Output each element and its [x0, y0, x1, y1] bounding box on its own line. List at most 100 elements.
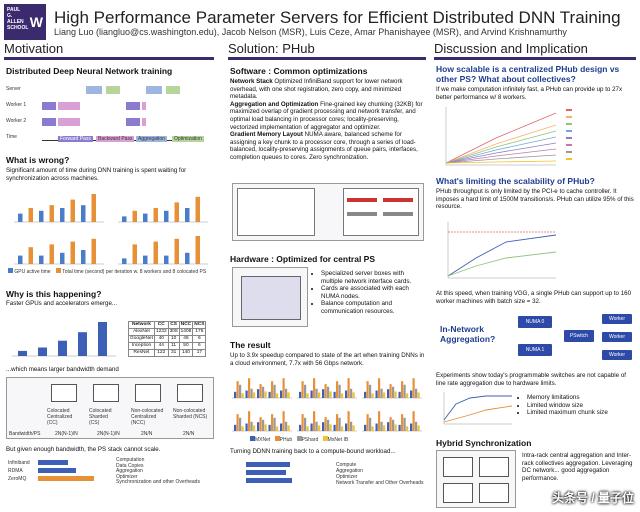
res-legend-item: MxNet IB	[327, 437, 349, 443]
gpu-bar	[164, 210, 169, 222]
table-header: Network	[128, 321, 155, 329]
speedup-bar	[257, 422, 260, 431]
col2-p3: Up to 3.9x speedup compared to state of …	[230, 352, 425, 367]
gpu-time-bar-charts	[14, 194, 208, 265]
speedup-bar	[371, 426, 374, 431]
table-cell: 45	[178, 335, 194, 343]
scalability-line-chart	[445, 107, 572, 166]
gpu-bar	[185, 252, 190, 264]
speedup-bar	[387, 422, 390, 431]
gpu-bar	[39, 210, 44, 222]
table-cell: 1232	[153, 328, 169, 336]
gpu-bar	[39, 255, 44, 264]
speedup-bar	[268, 391, 271, 398]
scale-legend-swatch	[566, 158, 572, 160]
opt-aggregation-text: Fine-grained key chunking (32KB) for max…	[230, 100, 423, 131]
table-header: CC	[153, 321, 169, 329]
fwd-block	[42, 102, 56, 110]
speedup-bar	[403, 417, 406, 431]
gpu-bar	[70, 199, 75, 222]
legend-swatch	[296, 436, 302, 441]
pcie-chart	[436, 218, 634, 286]
speedup-bar	[236, 414, 239, 431]
speedup-bar	[327, 386, 330, 398]
throughput-line	[447, 234, 557, 277]
speedup-bar	[259, 417, 262, 431]
legend-forward: Forward Pass	[58, 136, 93, 142]
legend-total-time: Total time (second) per iteration w. 8 w…	[62, 269, 207, 275]
speedup-bar	[341, 426, 344, 431]
scale-legend-swatch	[566, 144, 572, 146]
bw-value: 2N(N-1)/N	[97, 431, 120, 437]
speedup-bar	[310, 423, 313, 431]
throughput-bar	[18, 350, 27, 356]
worker-node: Worker	[602, 350, 632, 360]
row-label: Worker 1	[6, 102, 27, 108]
w-logo-mark: W	[29, 14, 43, 30]
speedup-bar	[389, 384, 392, 398]
speedup-bar	[315, 421, 318, 431]
speedup-bar	[392, 386, 395, 398]
col2-h2: Hardware : Optimized for central PS	[230, 254, 376, 264]
speedup-bar	[366, 414, 369, 431]
table-cell: 6	[192, 342, 207, 350]
legend-swatch	[274, 436, 280, 441]
gpu-bar	[18, 255, 23, 264]
speedup-bar	[234, 391, 237, 398]
speedup-bar	[271, 414, 274, 431]
scale-legend-swatch	[566, 109, 572, 111]
speedup-bar	[241, 393, 244, 398]
col1-p5: But given enough bandwidth, the PS stack…	[6, 446, 161, 453]
table-cell: 17	[192, 349, 207, 357]
scale-line	[445, 154, 557, 164]
speedup-bar	[259, 384, 262, 398]
res-legend-item: PHub	[279, 437, 293, 443]
table-header: NCS	[192, 321, 207, 329]
speedup-bar	[403, 384, 406, 398]
col1-h3: Why is this happening?	[6, 289, 102, 299]
ps-legend-item: Computation	[116, 457, 145, 463]
bwd-block	[58, 118, 80, 126]
speedup-bar	[371, 393, 374, 398]
speedup-bar	[412, 378, 415, 398]
speedup-bar	[398, 424, 401, 431]
agg-block	[86, 86, 102, 94]
legend-swatch	[8, 268, 13, 273]
speedup-bar	[415, 388, 418, 398]
hw-bullet: Cards are associated with each NUMA node…	[321, 285, 426, 300]
ps-row-label: ZeroMQ	[8, 476, 27, 482]
cb-bar	[246, 470, 286, 475]
ps-row-label: RDMA	[8, 468, 23, 474]
rack-box	[479, 457, 509, 477]
cb-bar	[246, 478, 292, 483]
speedup-bar	[406, 393, 409, 398]
timeline-diagram: Server Worker 1 Worker 2 Time Forward Pa…	[6, 78, 214, 150]
motivation-title: Motivation	[4, 41, 64, 56]
gpu-bar	[122, 258, 127, 264]
queue-red	[383, 198, 413, 202]
table-row: GoogleNet 40 10 45 6	[128, 335, 207, 343]
speedup-bar	[315, 388, 318, 398]
phub-hardware-diagram	[232, 267, 308, 327]
speedup-bar	[304, 384, 307, 398]
table-row: ResNet 122 31 140 17	[128, 349, 207, 357]
speedup-bar	[280, 423, 283, 431]
watermark: 头条号 / 量子位	[551, 491, 634, 505]
speedup-bar	[282, 411, 285, 431]
res-legend-item: MXNet	[255, 437, 271, 443]
bandwidth-table-grid: Network CC CS NCC NCS AlexNet 1232 308 1408 176 Go…	[128, 321, 207, 357]
cb-legend-item: Aggregation	[336, 468, 363, 474]
speedup-bar	[250, 421, 253, 431]
speedup-bar	[417, 392, 420, 398]
table-cell: Inception	[128, 342, 155, 350]
config-box	[177, 384, 203, 402]
speedup-bar	[364, 391, 367, 398]
university-logo: PAUL G. ALLEN SCHOOL W	[4, 4, 46, 40]
gpu-bar	[132, 210, 137, 222]
speedup-bar	[306, 426, 309, 431]
speedup-bar	[299, 424, 302, 431]
key-chunks	[237, 188, 315, 236]
discussion-title: Discussion and Implication	[434, 41, 588, 56]
bwd-block	[58, 102, 80, 110]
table-cell: 1408	[178, 328, 194, 336]
